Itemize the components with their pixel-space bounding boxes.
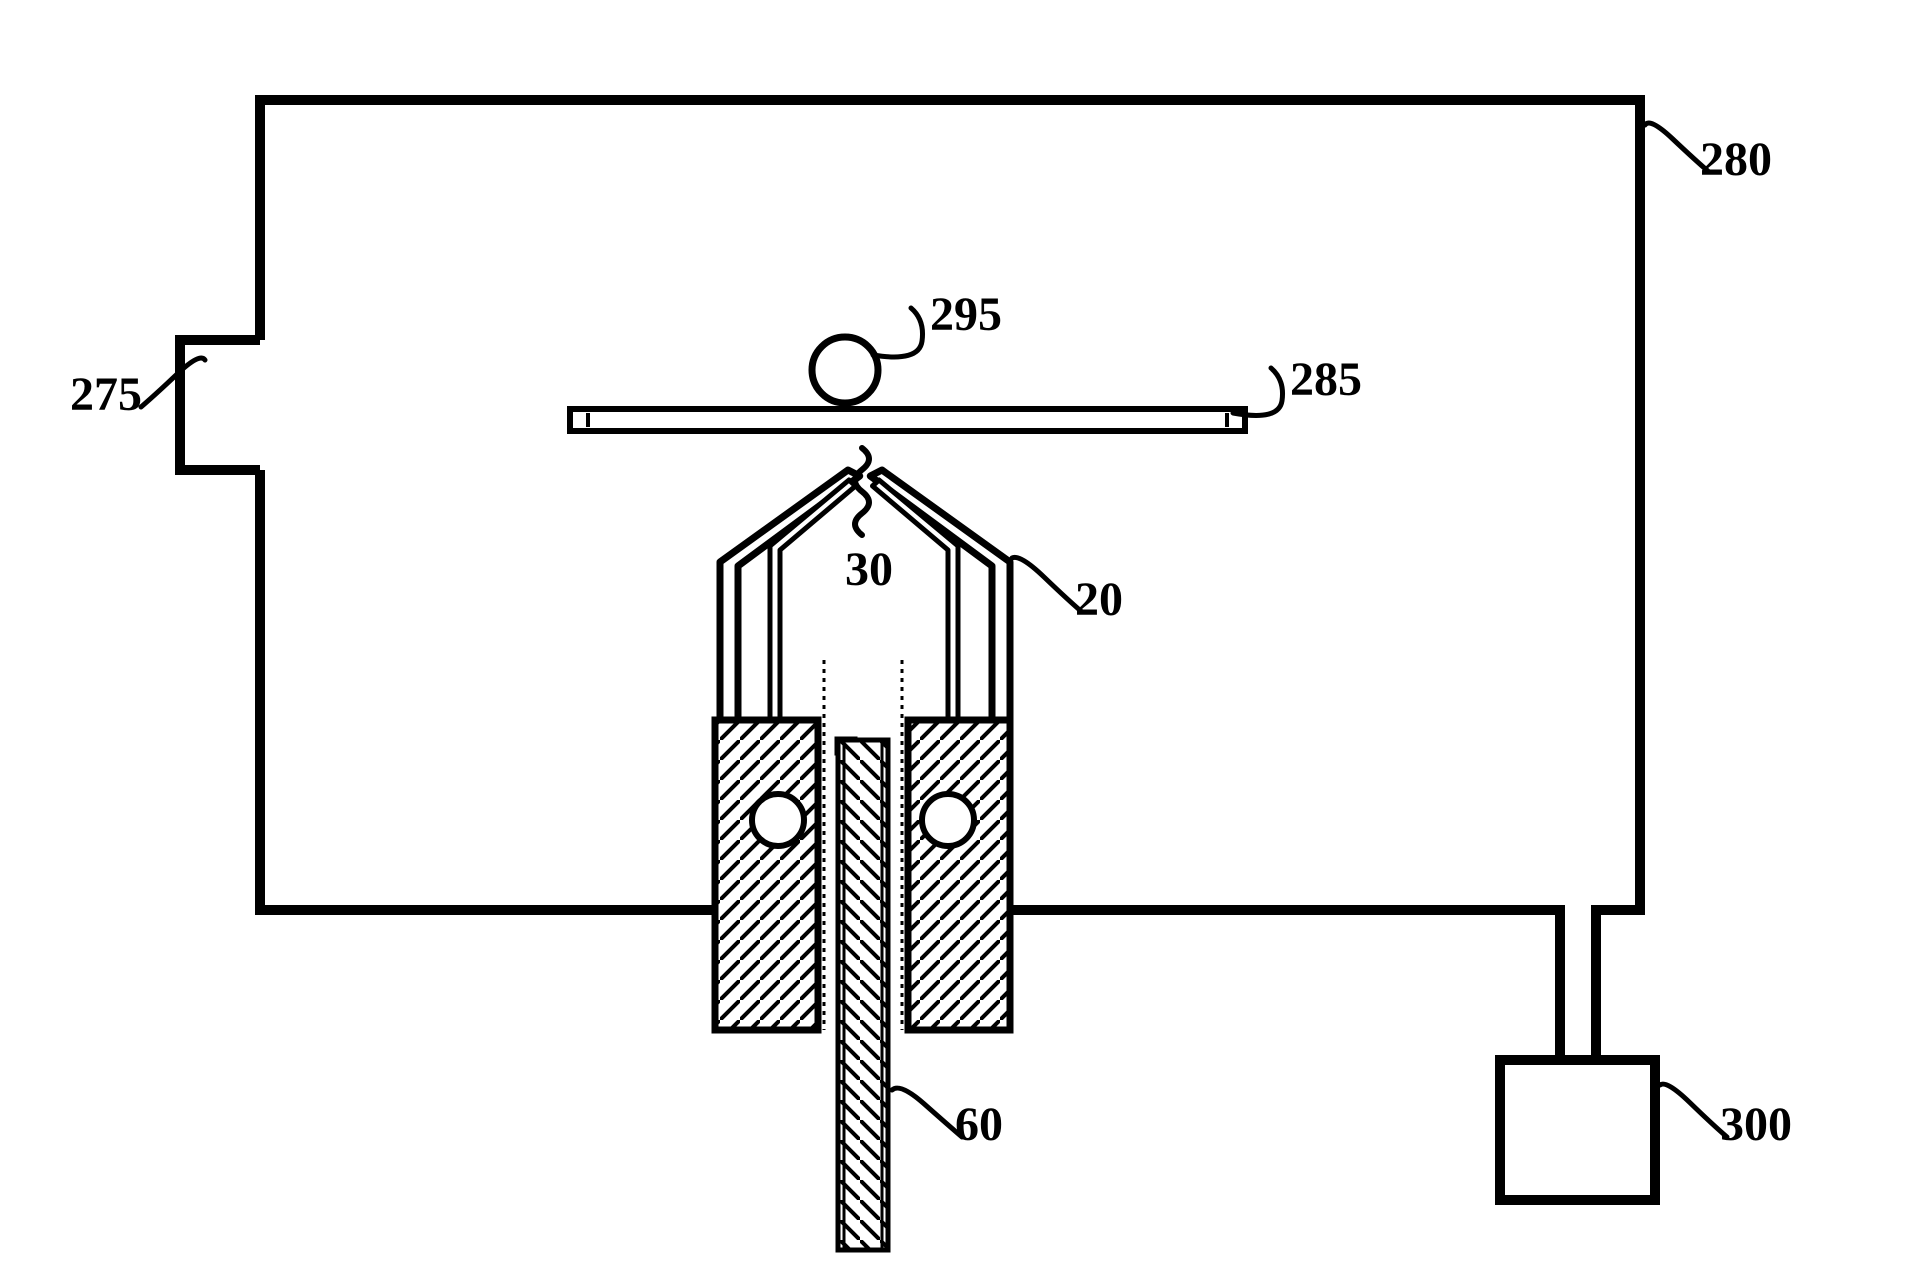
crucible-outer-wall-left	[720, 470, 860, 720]
vacuum-pump	[1500, 1060, 1655, 1200]
substrate-plate	[570, 409, 1245, 431]
roller	[812, 337, 878, 403]
cooling-channel-right	[922, 794, 974, 846]
leader-300	[1660, 1084, 1727, 1137]
label-30: 30	[845, 543, 893, 596]
base-block-left	[715, 720, 818, 1030]
label-60: 60	[955, 1098, 1003, 1151]
leader-20	[1012, 557, 1082, 612]
base-block-right	[908, 720, 1010, 1030]
vapor-squiggle	[855, 448, 869, 535]
label-285: 285	[1290, 353, 1362, 406]
label-300: 300	[1720, 1098, 1792, 1151]
leader-60	[892, 1088, 962, 1137]
cooling-channel-left	[752, 794, 804, 846]
label-275: 275	[70, 368, 142, 421]
leader-275	[141, 358, 205, 407]
label-20: 20	[1075, 573, 1123, 626]
leader-295	[873, 308, 923, 357]
label-295: 295	[930, 288, 1002, 341]
label-280: 280	[1700, 133, 1772, 186]
